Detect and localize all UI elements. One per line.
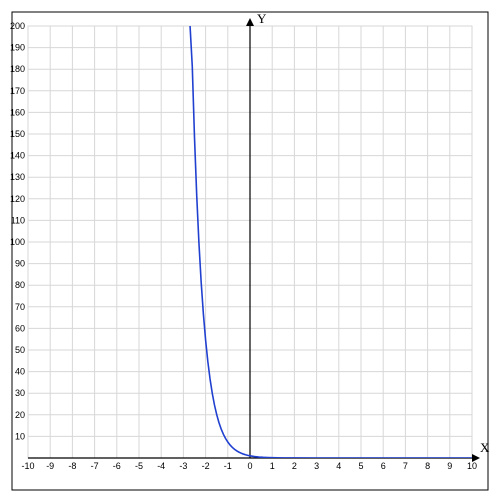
chart-container: { "chart": { "type": "line", "width": 50…	[0, 0, 500, 502]
y-tick-label: 30	[15, 388, 25, 398]
y-tick-label: 140	[10, 151, 25, 161]
x-tick-label: -1	[224, 461, 232, 471]
y-tick-label: 90	[15, 259, 25, 269]
x-tick-label: 8	[425, 461, 430, 471]
x-tick-label: 1	[270, 461, 275, 471]
y-tick-label: 180	[10, 64, 25, 74]
y-tick-label: 80	[15, 280, 25, 290]
x-tick-label: -9	[46, 461, 54, 471]
y-tick-label: 20	[15, 410, 25, 420]
x-tick-label: 9	[447, 461, 452, 471]
x-tick-label: 4	[336, 461, 341, 471]
x-tick-label: -6	[113, 461, 121, 471]
y-axis-label: Y	[257, 11, 267, 26]
x-tick-label: 10	[467, 461, 477, 471]
y-tick-label: 60	[15, 323, 25, 333]
x-tick-label: 6	[381, 461, 386, 471]
x-tick-label: 7	[403, 461, 408, 471]
x-tick-label: -2	[202, 461, 210, 471]
y-tick-label: 150	[10, 129, 25, 139]
y-tick-label: 120	[10, 194, 25, 204]
y-tick-label: 110	[11, 215, 25, 225]
y-tick-label: 200	[10, 21, 25, 31]
y-tick-label: 70	[15, 302, 25, 312]
x-tick-label: -4	[157, 461, 165, 471]
line-chart: -10-9-8-7-6-5-4-3-2-1012345678910 102030…	[0, 0, 500, 502]
y-tick-label: 170	[10, 86, 25, 96]
y-tick-label: 50	[15, 345, 25, 355]
y-tick-label: 40	[15, 367, 25, 377]
x-tick-label: -8	[68, 461, 76, 471]
x-axis-label: X	[480, 440, 490, 455]
y-tick-label: 160	[10, 107, 25, 117]
x-tick-label: -3	[179, 461, 187, 471]
x-tick-label: -10	[21, 461, 34, 471]
x-tick-label: 3	[314, 461, 319, 471]
x-tick-label: 0	[247, 461, 252, 471]
x-tick-label: -7	[91, 461, 99, 471]
y-tick-label: 10	[15, 431, 25, 441]
x-tick-labels: -10-9-8-7-6-5-4-3-2-1012345678910	[21, 461, 477, 471]
y-tick-label: 190	[10, 43, 25, 53]
y-tick-label: 130	[10, 172, 25, 182]
x-tick-label: 5	[358, 461, 363, 471]
axes	[28, 18, 480, 462]
x-tick-label: -5	[135, 461, 143, 471]
y-tick-label: 100	[10, 237, 25, 247]
x-tick-label: 2	[292, 461, 297, 471]
